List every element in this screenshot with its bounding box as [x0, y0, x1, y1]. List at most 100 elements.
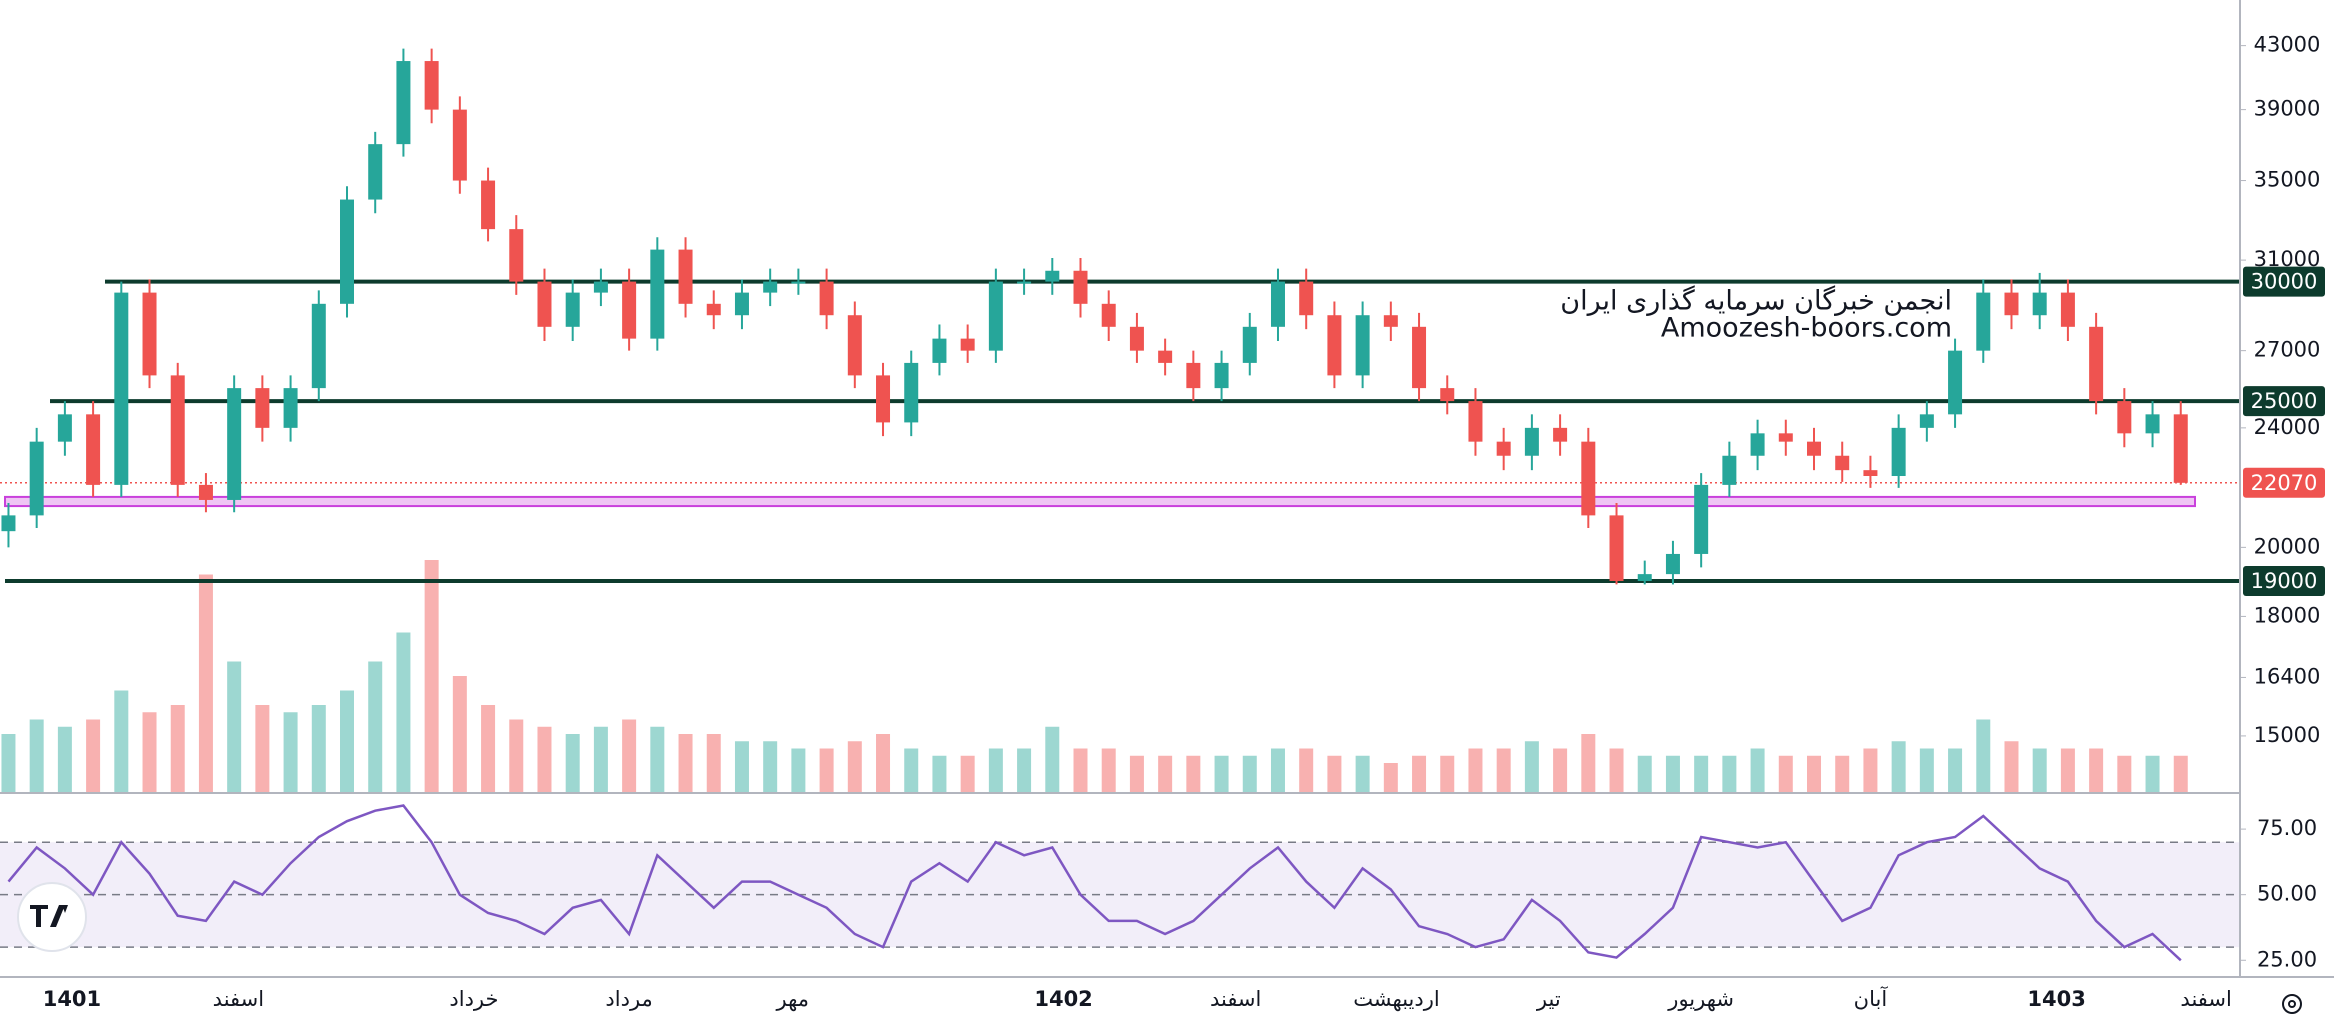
price-pane: انجمن خبرگان سرمایه گذاری ایرانAmoozesh-…: [0, 48, 2240, 792]
candle-body: [763, 281, 778, 293]
candle-body: [1919, 414, 1934, 428]
candle-body: [2032, 292, 2047, 316]
x-tick-label: اسفند: [2180, 987, 2231, 1011]
y-tick-label: 27000: [2254, 338, 2321, 362]
candle-body: [1270, 281, 1285, 327]
candle-body: [622, 281, 637, 339]
candle-body: [481, 180, 496, 230]
x-tick-label: مهر: [775, 987, 809, 1011]
candle-body: [819, 281, 834, 316]
volume-bar: [706, 734, 721, 792]
volume-bar: [2060, 748, 2075, 792]
level-label: 19000: [2251, 569, 2318, 593]
volume-bar: [198, 574, 213, 792]
candle-body: [650, 249, 665, 339]
volume-bar: [1976, 719, 1991, 792]
volume-bar: [1891, 741, 1906, 792]
candle-body: [1214, 362, 1229, 389]
volume-bar: [904, 748, 919, 792]
candle-body: [1948, 350, 1963, 415]
candle-body: [988, 281, 1003, 351]
y-tick-label: 20000: [2254, 534, 2321, 558]
last-price-box: [2243, 467, 2325, 498]
level-label: 30000: [2251, 270, 2318, 294]
volume-bar: [763, 741, 778, 792]
volume-bar: [1919, 748, 1934, 792]
candle-body: [1524, 427, 1539, 456]
candle-body: [1665, 553, 1680, 575]
volume-bar: [1948, 748, 1963, 792]
candle-body: [1750, 433, 1765, 456]
settings-icon[interactable]: [2282, 994, 2302, 1014]
volume-bar: [452, 676, 467, 792]
volume-bar: [565, 734, 580, 792]
volume-bar: [142, 712, 157, 792]
candle-body: [1694, 484, 1709, 554]
last-price-label: 22070: [2251, 471, 2318, 495]
volume-bar: [227, 661, 242, 792]
volume-bar: [1637, 755, 1652, 792]
y-tick-label: 75.00: [2257, 816, 2317, 840]
candle-body: [904, 362, 919, 423]
volume-bar: [1581, 734, 1596, 792]
candle-body: [1581, 441, 1596, 516]
volume-bar: [1242, 755, 1257, 792]
volume-bar: [283, 712, 298, 792]
candle-body: [678, 249, 693, 304]
volume-bar: [1383, 763, 1398, 792]
volume-bar: [170, 705, 185, 792]
volume-bar: [960, 755, 975, 792]
volume-bar: [1214, 755, 1229, 792]
volume-bar: [311, 705, 326, 792]
candle-body: [1412, 326, 1427, 389]
volume-bar: [734, 741, 749, 792]
volume-bar: [1299, 748, 1314, 792]
volume-bar: [424, 560, 439, 792]
volume-bar: [847, 741, 862, 792]
volume-bar: [1807, 755, 1822, 792]
volume-bar: [509, 719, 524, 792]
volume-bar: [1327, 755, 1342, 792]
candle-body: [593, 281, 608, 293]
candle-body: [1073, 270, 1088, 304]
candle-body: [311, 303, 326, 389]
volume-bar: [1609, 748, 1624, 792]
candle-body: [1835, 455, 1850, 471]
volume-bar: [650, 726, 665, 792]
volume-bar: [2004, 741, 2019, 792]
candle-body: [1383, 315, 1398, 327]
x-tick-label: تیر: [1536, 987, 1561, 1011]
candle-body: [1891, 427, 1906, 477]
volume-bar: [1750, 748, 1765, 792]
volume-bar: [340, 690, 355, 792]
candle-body: [2173, 414, 2188, 483]
candle-body: [847, 315, 862, 376]
volume-bar: [876, 734, 891, 792]
volume-bar: [255, 705, 270, 792]
x-tick-label: اسفند: [1210, 987, 1261, 1011]
volume-bar: [1017, 748, 1032, 792]
volume-bar: [1835, 755, 1850, 792]
candle-body: [876, 375, 891, 423]
volume-bar: [1101, 748, 1116, 792]
level-label-box: [2243, 266, 2325, 297]
volume-bar: [114, 690, 129, 792]
x-tick-label: 1403: [2027, 987, 2085, 1011]
y-tick-label: 24000: [2254, 415, 2321, 439]
candle-body: [565, 292, 580, 327]
rsi-line: [7, 804, 2182, 962]
y-tick-label: 39000: [2254, 97, 2321, 121]
candle-body: [1242, 326, 1257, 363]
volume-bar: [1129, 755, 1144, 792]
volume-bar: [1412, 755, 1427, 792]
candle-body: [1186, 362, 1201, 389]
y-tick-label: 43000: [2254, 33, 2321, 57]
level-label-box: [2243, 565, 2325, 596]
volume-bar: [29, 719, 44, 792]
volume-bar: [791, 748, 806, 792]
candle-body: [1468, 401, 1483, 442]
candle-body: [452, 109, 467, 181]
x-tick-label: مرداد: [605, 987, 652, 1011]
volume-bar: [2089, 748, 2104, 792]
